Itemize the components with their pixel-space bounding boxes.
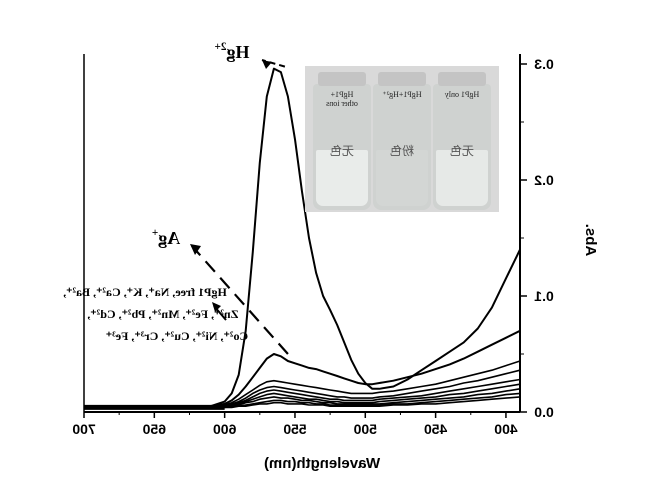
vial-liquid <box>376 150 428 206</box>
ag-annotation-text: Ag+ <box>152 227 180 248</box>
y-axis-label: Abs. <box>582 224 599 257</box>
vial-liquid <box>316 150 368 206</box>
others-annotation-line: HgP1 free, Na⁺, K⁺, Ca²⁺, Ba²⁺, <box>63 285 227 299</box>
hg-series-line <box>84 67 521 410</box>
y-tick-label: 0.0 <box>534 404 554 420</box>
x-tick-label: 600 <box>213 421 237 437</box>
series-line <box>84 388 521 410</box>
vial-label: HgP1+Hg²⁺ <box>382 90 422 99</box>
series-line <box>84 369 521 410</box>
x-axis-label: Wavelength(nm) <box>264 455 380 472</box>
x-tick-label: 650 <box>142 421 166 437</box>
y-tick-label: 0.3 <box>534 56 554 72</box>
vial-color-text: 无色 <box>330 144 355 158</box>
vial-color-text: 粉色 <box>390 144 415 158</box>
vial: HgP1+Hg²⁺ 粉色 <box>373 72 431 210</box>
others-annotation-line: Co²⁺, Ni²⁺, Cu²⁺, Cr³⁺, Fe³⁺ <box>106 329 248 343</box>
others-arrow-head <box>212 302 221 312</box>
vial-liquid <box>436 150 488 206</box>
hg-annotation: Hg2+ <box>215 41 250 62</box>
series-line <box>84 383 521 410</box>
ag-annotation: Ag+ <box>152 227 180 248</box>
vials-photo-inset: HgP1+ other ions 无色 HgP1+Hg²⁺ 粉色 HgP1 only 无色 <box>305 66 499 212</box>
vial: HgP1 only 无色 <box>433 72 491 210</box>
series-line <box>84 396 521 410</box>
vial-label: HgP1+ other ions <box>326 90 358 108</box>
hg-arrow-line <box>261 59 286 68</box>
y-tick-label: 0.1 <box>534 288 554 304</box>
ag-series-line <box>84 329 521 410</box>
vial-label: HgP1 only <box>444 90 480 99</box>
series-line <box>84 360 521 410</box>
vial-cap <box>438 72 486 86</box>
x-tick-label: 400 <box>494 421 518 437</box>
x-tick-label: 450 <box>424 421 448 437</box>
ag-arrow-line <box>191 245 289 355</box>
vial-color-text: 无色 <box>450 144 475 158</box>
vial: HgP1+ other ions 无色 <box>313 72 371 210</box>
vial-cap <box>378 72 426 86</box>
x-tick-label: 700 <box>72 421 96 437</box>
hg-annotation-text: Hg2+ <box>215 41 250 62</box>
vial-cap <box>318 72 366 86</box>
others-annotation-line: Zn²⁺, Fe²⁺, Mn²⁺, Pb²⁺, Cd²⁺, <box>87 307 238 321</box>
series-line <box>84 378 521 410</box>
y-tick-label: 0.2 <box>534 172 554 188</box>
x-tick-label: 500 <box>353 421 377 437</box>
ag-arrow-head <box>190 244 201 255</box>
x-tick-label: 550 <box>283 421 307 437</box>
hg-arrow-head <box>262 60 272 69</box>
